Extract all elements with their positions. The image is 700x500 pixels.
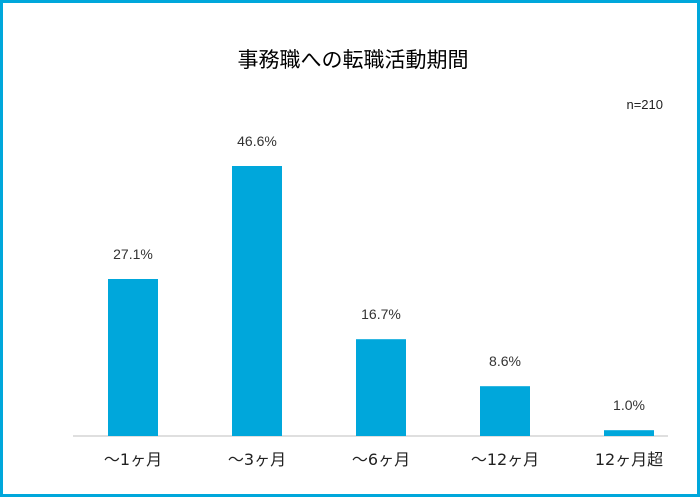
category-label-4: 〜12ヶ月 [471, 450, 539, 469]
bar-2 [232, 166, 282, 436]
sample-size-note: n=210 [626, 97, 663, 112]
category-label-3: 〜6ヶ月 [352, 450, 410, 469]
bar-chart: 事務職への転職活動期間 n=210 27.1% 46.6% 16.7% 8.6% 1.0… [73, 48, 668, 469]
bar-4 [480, 386, 530, 436]
value-label-3: 16.7% [361, 306, 401, 322]
bar-1 [108, 279, 158, 436]
bar-3 [356, 339, 406, 436]
category-label-1: 〜1ヶ月 [104, 450, 162, 469]
value-label-2: 46.6% [237, 133, 277, 149]
category-label-2: 〜3ヶ月 [228, 450, 286, 469]
value-label-1: 27.1% [113, 246, 153, 262]
bars-group [108, 166, 654, 436]
value-label-4: 8.6% [489, 353, 521, 369]
category-labels-group: 〜1ヶ月 〜3ヶ月 〜6ヶ月 〜12ヶ月 12ヶ月超 [104, 450, 663, 469]
chart-title: 事務職への転職活動期間 [238, 48, 469, 72]
category-label-5: 12ヶ月超 [595, 450, 663, 469]
value-label-5: 1.0% [613, 397, 645, 413]
value-labels-group: 27.1% 46.6% 16.7% 8.6% 1.0% [113, 133, 645, 413]
bar-5 [604, 430, 654, 436]
